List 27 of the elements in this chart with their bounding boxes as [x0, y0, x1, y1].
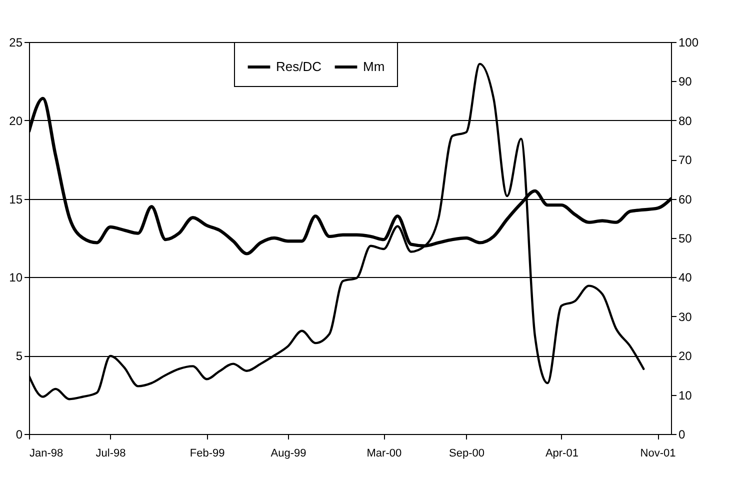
y2-tick-label: 20: [678, 349, 692, 364]
x-tick-label: Feb-99: [190, 448, 225, 460]
x-tick-label: Jul-98: [96, 448, 126, 460]
x-tick-label: Apr-01: [545, 448, 578, 460]
legend-label: Mm: [363, 59, 385, 74]
x-tick-label: Jan-98: [30, 448, 64, 460]
y2-tick-label: 100: [678, 36, 699, 50]
y-tick-label: 25: [9, 36, 23, 50]
legend-label: Res/DC: [276, 59, 322, 74]
y2-tick-label: 50: [678, 232, 692, 246]
y2-tick-label: 70: [678, 153, 692, 168]
y2-tick-label: 80: [678, 114, 692, 128]
y2-tick-label: 10: [678, 388, 692, 402]
y2-tick-label: 60: [678, 192, 692, 206]
y-tick-label: 5: [16, 349, 23, 364]
y2-tick-label: 30: [678, 310, 692, 324]
y2-tick-label: 40: [678, 270, 692, 285]
x-tick-label: Aug-99: [270, 448, 306, 460]
y-tick-label: 10: [9, 270, 23, 285]
y2-tick-label: 0: [678, 428, 686, 442]
y-tick-label: 0: [16, 428, 23, 442]
x-tick-label: Nov-01: [640, 448, 676, 460]
y-tick-label: 20: [9, 114, 23, 128]
y-tick-label: 15: [9, 192, 23, 206]
y2-tick-label: 90: [678, 74, 692, 89]
x-tick-label: Mar-00: [366, 448, 402, 460]
x-tick-label: Sep-00: [449, 448, 485, 460]
